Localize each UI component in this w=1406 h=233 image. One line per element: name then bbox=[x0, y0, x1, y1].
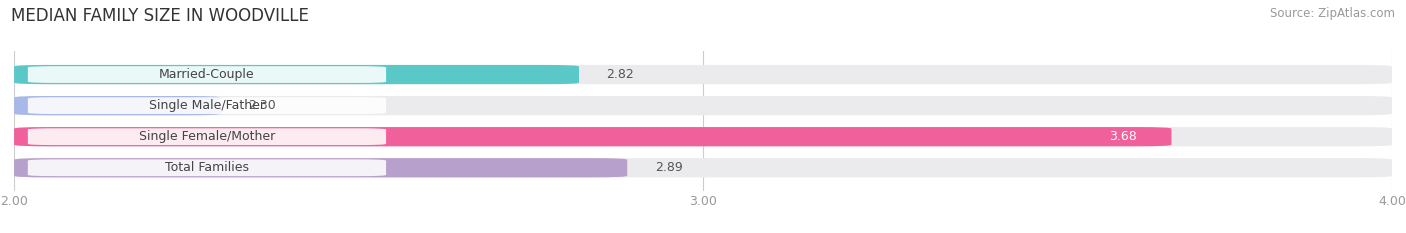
FancyBboxPatch shape bbox=[28, 159, 387, 176]
FancyBboxPatch shape bbox=[28, 97, 387, 114]
FancyBboxPatch shape bbox=[14, 65, 1392, 84]
FancyBboxPatch shape bbox=[14, 127, 1392, 146]
Text: Total Families: Total Families bbox=[165, 161, 249, 174]
Text: 2.89: 2.89 bbox=[655, 161, 682, 174]
Text: 2.30: 2.30 bbox=[249, 99, 276, 112]
FancyBboxPatch shape bbox=[28, 128, 387, 145]
Text: Single Male/Father: Single Male/Father bbox=[149, 99, 264, 112]
Text: 3.68: 3.68 bbox=[1109, 130, 1137, 143]
FancyBboxPatch shape bbox=[28, 66, 387, 83]
Text: Single Female/Mother: Single Female/Mother bbox=[139, 130, 276, 143]
Text: Source: ZipAtlas.com: Source: ZipAtlas.com bbox=[1270, 7, 1395, 20]
FancyBboxPatch shape bbox=[14, 127, 1171, 146]
Text: Married-Couple: Married-Couple bbox=[159, 68, 254, 81]
FancyBboxPatch shape bbox=[14, 96, 1392, 115]
FancyBboxPatch shape bbox=[14, 65, 579, 84]
Text: 2.82: 2.82 bbox=[606, 68, 634, 81]
FancyBboxPatch shape bbox=[14, 158, 627, 177]
FancyBboxPatch shape bbox=[14, 158, 1392, 177]
Text: MEDIAN FAMILY SIZE IN WOODVILLE: MEDIAN FAMILY SIZE IN WOODVILLE bbox=[11, 7, 309, 25]
FancyBboxPatch shape bbox=[14, 96, 221, 115]
